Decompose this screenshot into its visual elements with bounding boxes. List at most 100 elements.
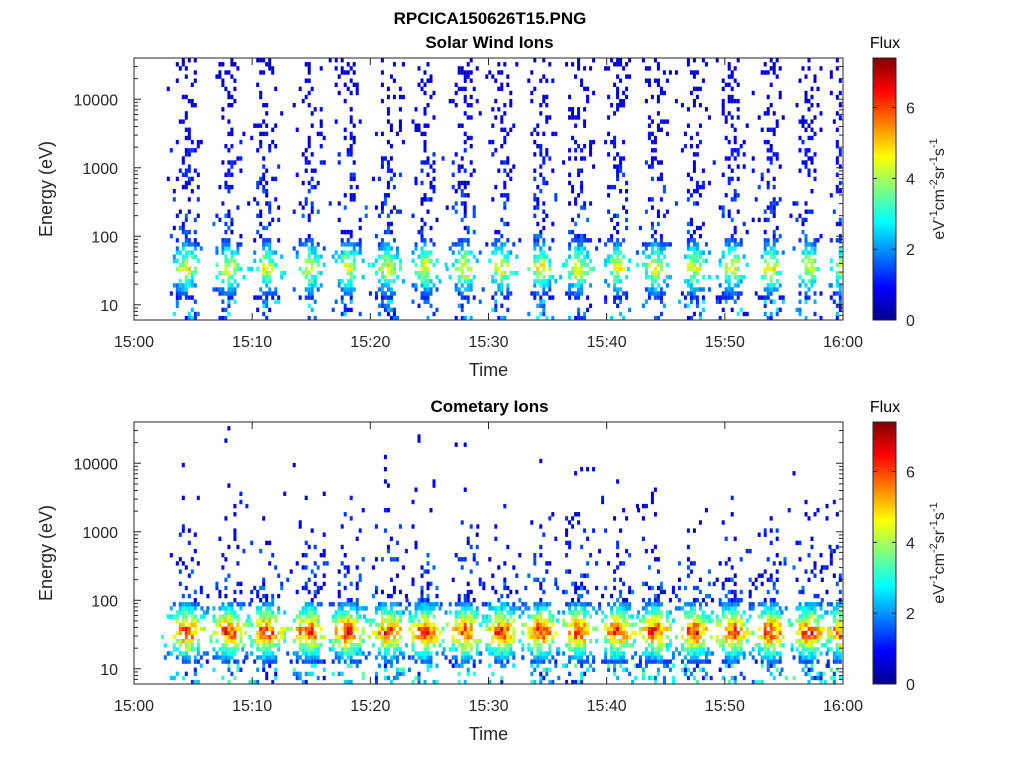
flux-cell	[733, 98, 737, 104]
flux-cell	[463, 442, 467, 447]
flux-cell	[485, 74, 489, 79]
flux-cell	[429, 622, 433, 627]
flux-cell	[389, 577, 393, 582]
flux-cell	[653, 229, 657, 235]
flux-cell	[619, 602, 623, 607]
flux-cell	[616, 287, 620, 292]
flux-cell	[346, 262, 350, 268]
flux-cell	[551, 679, 555, 685]
flux-cell	[589, 266, 593, 272]
flux-cell	[265, 606, 269, 611]
flux-cell	[733, 299, 737, 304]
flux-cell	[745, 618, 749, 623]
flux-cell	[469, 626, 473, 632]
flux-cell	[710, 618, 714, 623]
flux-cell	[346, 679, 350, 685]
flux-cell	[574, 655, 578, 660]
flux-cell	[420, 266, 424, 272]
colorbar-tick-label: 4	[906, 171, 915, 188]
flux-cell	[524, 622, 528, 627]
flux-cell	[772, 152, 776, 157]
flux-cell	[349, 66, 353, 71]
flux-cell	[763, 622, 767, 627]
flux-cell	[380, 164, 384, 169]
flux-cell	[650, 643, 654, 648]
flux-cell	[460, 180, 464, 186]
flux-cell	[331, 647, 335, 652]
flux-cell	[482, 585, 486, 591]
flux-cell	[650, 548, 654, 554]
flux-cell	[533, 643, 537, 648]
flux-cell	[497, 107, 501, 112]
flux-cell	[769, 663, 773, 668]
flux-cell	[733, 242, 737, 247]
flux-cell	[751, 156, 755, 161]
flux-cell	[256, 123, 260, 128]
flux-cell	[838, 283, 842, 288]
flux-cell	[475, 532, 479, 537]
flux-cell	[346, 70, 350, 75]
flux-cell	[503, 103, 507, 108]
flux-cell	[692, 610, 696, 615]
flux-cell	[497, 634, 501, 640]
flux-cell	[389, 536, 393, 541]
flux-cell	[709, 634, 713, 640]
flux-cell	[343, 70, 347, 75]
flux-cell	[463, 98, 467, 104]
flux-cell	[659, 176, 663, 182]
flux-cell	[524, 606, 528, 611]
flux-cell	[580, 634, 584, 640]
flux-cell	[571, 115, 575, 120]
flux-cell	[432, 262, 436, 268]
flux-cell	[622, 639, 626, 644]
flux-cell	[835, 58, 839, 63]
flux-cell	[432, 189, 436, 194]
flux-cell	[810, 135, 814, 141]
flux-cell	[577, 234, 581, 239]
flux-cell	[389, 246, 393, 251]
flux-cell	[804, 254, 808, 259]
flux-cell	[371, 565, 375, 570]
flux-cell	[463, 180, 467, 186]
flux-cell	[760, 172, 764, 177]
flux-cell	[383, 602, 387, 607]
flux-cell	[724, 82, 728, 87]
flux-cell	[184, 172, 188, 177]
flux-cell	[277, 610, 281, 615]
flux-cell	[715, 299, 719, 304]
flux-cell	[295, 561, 299, 566]
flux-cell	[451, 577, 455, 582]
flux-cell	[227, 270, 231, 276]
flux-cell	[500, 119, 504, 124]
flux-cell	[374, 295, 378, 300]
flux-cell	[766, 70, 770, 75]
flux-cell	[374, 679, 378, 685]
flux-cell	[568, 569, 572, 574]
flux-cell	[527, 606, 531, 611]
flux-cell	[184, 565, 188, 570]
flux-cell	[832, 119, 836, 124]
flux-cell	[454, 90, 458, 96]
flux-cell	[721, 86, 725, 92]
flux-cell	[580, 585, 584, 591]
flux-cell	[262, 172, 266, 177]
flux-cell	[574, 266, 578, 272]
flux-cell	[724, 193, 728, 198]
flux-cell	[838, 246, 842, 251]
flux-cell	[807, 172, 811, 177]
flux-cell	[583, 123, 587, 128]
flux-cell	[307, 217, 311, 223]
flux-cell	[695, 618, 699, 623]
flux-cell	[361, 630, 365, 636]
flux-cell	[733, 127, 737, 132]
flux-cell	[395, 667, 399, 672]
flux-cell	[536, 258, 540, 263]
flux-cell	[380, 291, 384, 296]
flux-cell	[271, 250, 275, 255]
flux-cell	[730, 148, 734, 153]
flux-cell	[571, 111, 575, 116]
flux-cell	[727, 266, 731, 272]
flux-cell	[647, 164, 651, 169]
flux-cell	[509, 270, 513, 276]
flux-cell	[407, 655, 411, 660]
